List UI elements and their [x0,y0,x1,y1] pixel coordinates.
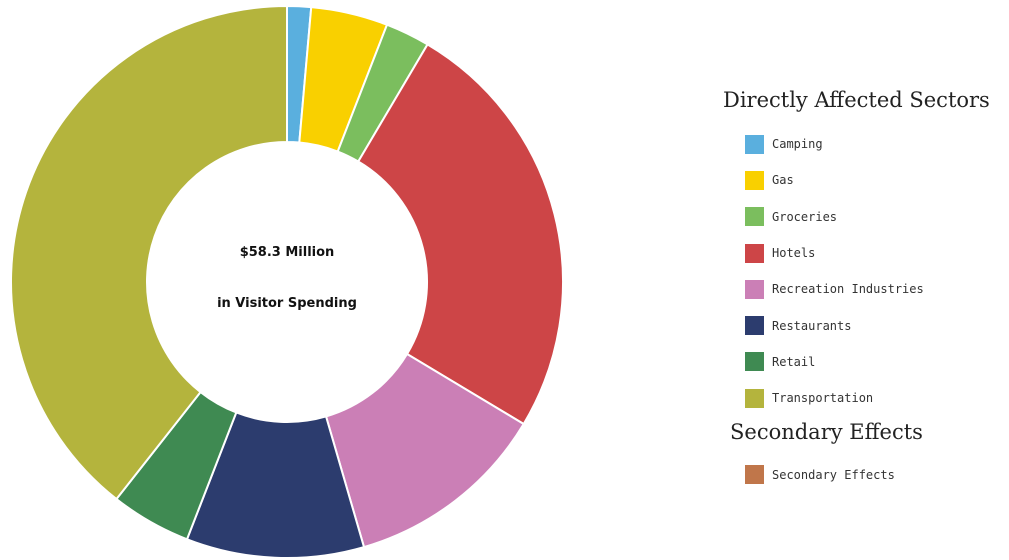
donut-slices [10,4,564,559]
legend-label-hotels: Hotels [772,246,816,261]
legend-label-recreation-industries: Recreation Industries [772,282,924,297]
legend-item-hotels[interactable]: Hotels [720,235,1009,271]
legend-label-secondary-effects: Secondary Effects [772,467,895,482]
legend-label-groceries: Groceries [772,209,838,224]
legend-item-restaurants[interactable]: Restaurants [720,307,1009,343]
legend-label-camping: Camping [772,137,823,152]
legend-label-gas: Gas [772,173,794,188]
legend-swatch-gas [745,170,764,190]
legend-swatch-secondary-effects [745,465,764,485]
legend-item-gas[interactable]: Gas [720,162,1009,198]
legend-swatch-hotels [745,243,764,263]
legend-list-secondary: Secondary Effects [720,456,1009,492]
legend-label-retail: Retail [772,354,816,369]
slice-hotels[interactable] [356,43,564,426]
legend-swatch-groceries [745,207,764,227]
legend-item-transportation[interactable]: Transportation [720,380,1009,416]
legend-swatch-camping [745,134,764,154]
legend-label-transportation: Transportation [772,391,874,406]
legend-list-direct: Camping Gas Groceries Hotels Recreation Indu… [720,126,1009,416]
legend-heading-secondary: Secondary Effects [730,420,923,445]
legend-item-recreation-industries[interactable]: Recreation Industries [720,271,1009,307]
legend-item-groceries[interactable]: Groceries [720,199,1009,235]
center-label-amount: $58.3 Million [240,245,335,260]
legend-item-retail[interactable]: Retail [720,344,1009,380]
legend-item-camping[interactable]: Camping [720,126,1009,162]
legend-swatch-restaurants [745,316,764,336]
legend-heading-direct: Directly Affected Sectors [723,88,990,112]
legend: Directly Affected Sectors Camping Gas Groc… [720,88,1009,493]
legend-swatch-transportation [745,388,764,408]
legend-label-restaurants: Restaurants [772,318,852,333]
legend-item-secondary-effects[interactable]: Secondary Effects [720,456,1009,492]
legend-swatch-retail [745,352,764,372]
donut-chart: $58.3 Million in Visitor Spending [10,4,564,559]
center-label-caption: in Visitor Spending [217,296,357,311]
slice-transportation[interactable] [10,4,288,501]
legend-swatch-recreation-industries [745,279,764,299]
